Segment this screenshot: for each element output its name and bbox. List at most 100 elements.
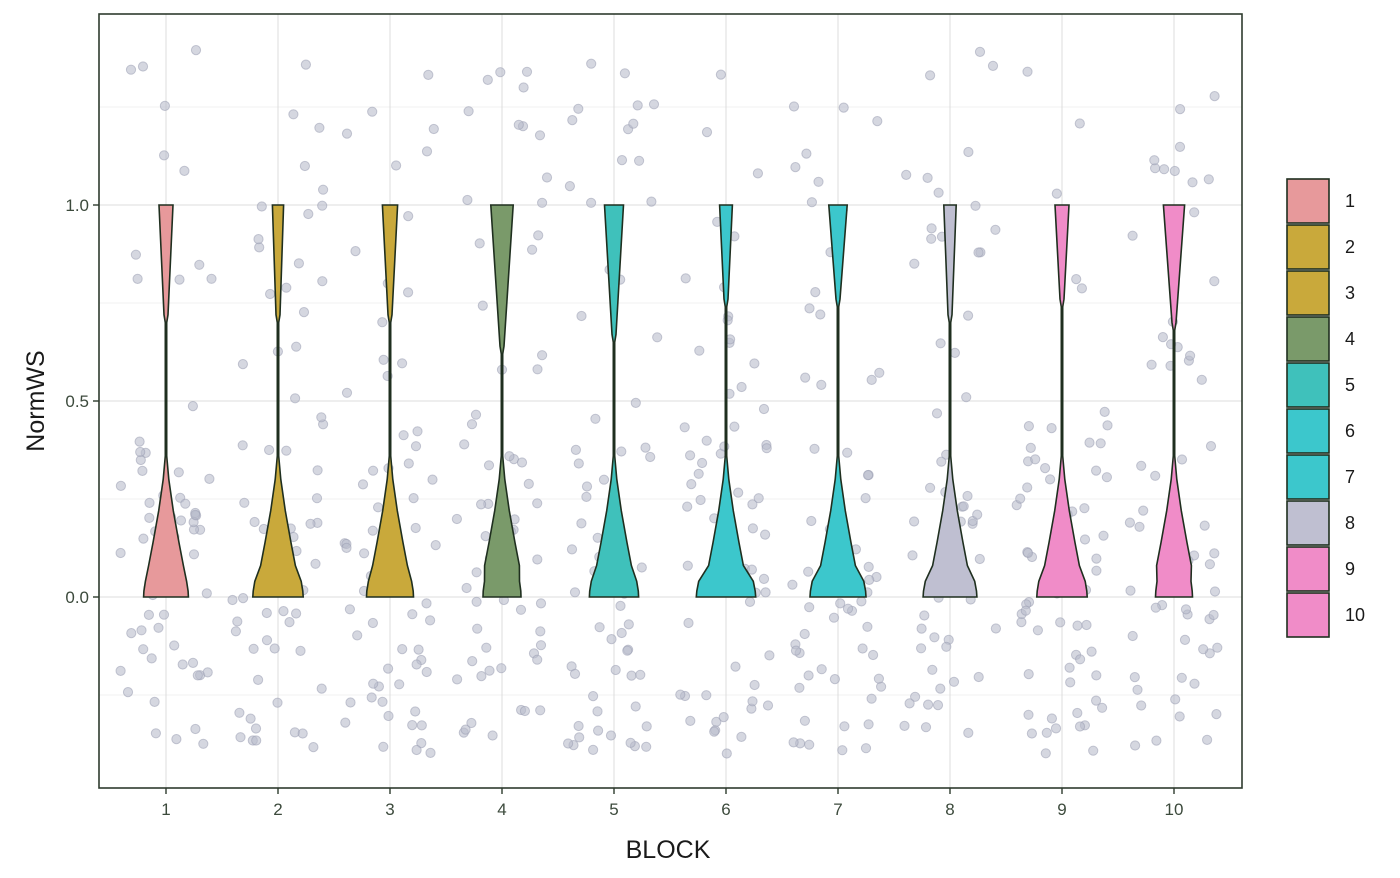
jitter-point [701,690,712,701]
jitter-point [496,663,507,674]
legend-key-2 [1286,224,1330,270]
jitter-point [179,165,190,176]
jitter-point [815,309,826,320]
jitter-point [615,600,626,612]
jitter-point [722,315,733,326]
jitter-point [1127,230,1138,241]
jitter-point [686,479,697,490]
jitter-point [130,249,141,260]
jitter-point [1203,174,1214,185]
jitter-point [685,450,696,461]
jitter-point [758,403,770,415]
jitter-point [1185,350,1196,361]
jitter-point [973,247,984,258]
jitter-point [1205,441,1217,452]
jitter-point [137,61,149,72]
jitter-point [428,123,439,135]
jitter-point [153,622,164,633]
jitter-point [341,128,353,139]
jitter-point [299,160,310,172]
jitter-point [532,554,543,565]
jitter-point [423,69,434,81]
jitter-point [516,457,528,468]
jitter-point [616,155,628,166]
jitter-point [868,649,879,661]
jitter-point [115,547,126,559]
jitter-point [305,518,316,529]
jitter-point [169,640,180,651]
jitter-point [829,674,841,685]
jitter-point [403,458,414,469]
x-tick-label: 4 [497,800,506,819]
jitter-point [425,747,436,759]
jitter-point [484,665,495,676]
jitter-point [194,259,205,270]
legend-label: 2 [1345,237,1355,257]
jitter-point [421,146,433,157]
jitter-point [626,670,637,681]
jitter-point [1091,565,1102,576]
jitter-point [606,634,617,645]
jitter-point [586,197,597,208]
jitter-point [916,623,927,634]
jitter-point [357,479,369,490]
jitter-point [1091,553,1102,564]
jitter-point [188,549,200,560]
jitter-point [1023,669,1034,680]
jitter-point [628,118,639,129]
jitter-point [284,617,295,628]
x-tick-label: 5 [609,800,618,819]
jitter-point [736,381,747,393]
jitter-point [345,697,356,708]
jitter-point [963,146,974,158]
jitter-point [974,46,986,58]
jitter-point [744,596,756,608]
jitter-point [693,468,704,479]
jitter-point [569,587,581,598]
jitter-point [278,606,289,617]
jitter-point [1046,713,1058,724]
jitter-point [593,725,604,736]
jitter-point [1098,530,1109,541]
jitter-point [932,700,944,711]
jitter-point [190,45,202,56]
jitter-point [1209,586,1221,597]
jitter-point [909,516,920,527]
jitter-point [1176,672,1187,683]
jitter-point [201,588,212,599]
jitter-point [990,623,1002,634]
jitter-point [527,244,538,255]
jitter-point [694,345,705,356]
jitter-point [198,738,209,749]
jitter-point [567,115,578,126]
jitter-point [303,208,314,220]
jitter-point [256,201,267,212]
jitter-point [190,509,201,520]
violin-block-4 [482,204,522,598]
jitter-point [680,273,691,284]
legend-key-8 [1286,500,1330,546]
jitter-point [1209,91,1220,102]
jitter-point [377,696,388,707]
jitter-point [753,493,764,504]
jitter-point [1097,702,1108,713]
jitter-point [253,234,264,245]
jitter-point [135,446,146,458]
jitter-point [563,738,574,749]
jitter-point [646,196,657,207]
jitter-point [177,659,188,670]
jitter-point [1072,707,1083,719]
jitter-point [901,169,912,180]
jitter-point [534,130,546,141]
jitter-point [864,574,875,586]
violin-block-1 [142,204,190,598]
jitter-point [799,715,811,726]
jitter-point [535,705,546,716]
jitter-point [1150,470,1161,481]
jitter-point [281,445,292,456]
jitter-point [394,679,405,690]
jitter-point [1091,670,1102,681]
jitter-point [962,490,973,502]
jitter-point [293,258,304,269]
jitter-point [523,478,534,489]
